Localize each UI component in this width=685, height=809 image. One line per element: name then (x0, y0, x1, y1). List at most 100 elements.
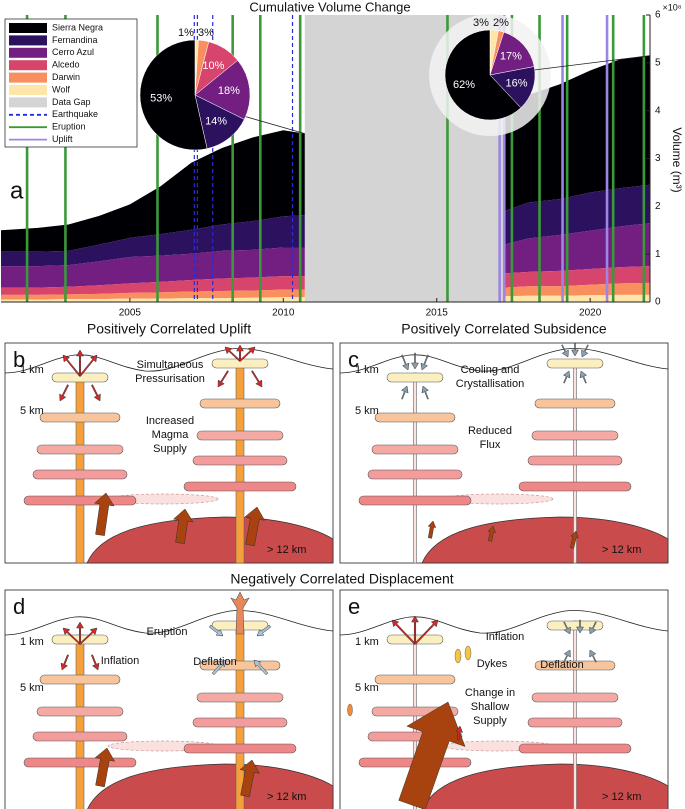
annotation-line: Change in (465, 687, 515, 699)
arrow (59, 384, 69, 402)
magma-sill (192, 455, 288, 466)
arrow (569, 530, 579, 549)
arrow (421, 385, 429, 400)
legend-swatch (9, 47, 47, 58)
dyke (454, 648, 462, 664)
magma-sill (358, 495, 472, 506)
annotation: Change in Shallow Supply (465, 687, 515, 727)
panel-title: Positively Correlated Subsidence (401, 321, 607, 337)
magma-sill (531, 692, 619, 703)
depth-label: 5 km (355, 682, 379, 694)
legend-label: Uplift (52, 134, 73, 144)
arrow (244, 506, 266, 547)
pie-label: 10% (202, 60, 224, 72)
arrow (76, 349, 84, 377)
annotation: Dykes (477, 658, 508, 670)
pie-slice (194, 59, 251, 120)
arrow (94, 747, 116, 788)
pie-slice (489, 66, 536, 109)
panel: d 1 km 5 km > 12 km Eruption Inflation Deflati… (4, 589, 334, 809)
area-series (1, 223, 650, 288)
pie-connector (239, 114, 305, 135)
arrow (571, 342, 579, 357)
arrow (208, 624, 224, 637)
eruption-plume (230, 591, 250, 635)
arrow (427, 520, 437, 539)
row-title: Negatively Correlated Displacement (230, 571, 453, 587)
magma-sill (36, 444, 124, 455)
legend-swatch (9, 23, 47, 33)
annotation-line: Simultaneous (137, 359, 204, 371)
surface-line (339, 348, 669, 374)
arrow (579, 370, 588, 384)
pie-slice (489, 31, 535, 76)
magma-sill (32, 469, 128, 480)
arrow (93, 492, 115, 536)
x-tick-label: 2005 (119, 308, 142, 319)
x-tick-label: 2010 (272, 308, 295, 319)
legend-label: Darwin (52, 72, 80, 82)
legend-label: Eruption (52, 122, 86, 132)
legend-label: Wolf (52, 84, 70, 94)
annotation-line: Flux (480, 439, 501, 451)
depth-label: > 12 km (602, 544, 641, 556)
arrow (79, 354, 98, 377)
plumbing (4, 610, 334, 809)
depth-label: > 12 km (267, 791, 306, 803)
plumbing (339, 348, 669, 564)
arrow (411, 615, 419, 645)
arrow (251, 370, 263, 388)
conduit (413, 372, 417, 564)
annotation-line: Deflation (193, 656, 236, 668)
annotation-line: Pressurisation (135, 373, 205, 385)
arrow (420, 354, 429, 371)
arrow (563, 649, 571, 663)
magma-sill (196, 430, 284, 441)
annotation: Eruption (147, 626, 188, 638)
dyke (464, 645, 472, 661)
y-tick-label: 3 (655, 153, 661, 164)
arrow (589, 649, 597, 663)
arrow (562, 370, 571, 384)
depth-label: 5 km (20, 405, 44, 417)
arrow (76, 621, 84, 645)
annotation-line: Increased (146, 415, 194, 427)
annotation-line: Reduced (468, 425, 512, 437)
magma-sill (534, 398, 616, 409)
magma-sill (367, 469, 463, 480)
magma-sill (546, 620, 604, 631)
area-series (1, 282, 650, 300)
panel: b1 km 5 km > 12 km Simultaneous Pressurisati… (4, 342, 334, 564)
magma-sill (36, 706, 124, 717)
legend-label: Data Gap (52, 97, 91, 107)
magma-sill (546, 358, 604, 369)
surface-line (4, 348, 334, 374)
arrow (391, 619, 416, 645)
legend-swatch (9, 72, 47, 83)
legend-swatch (9, 35, 47, 46)
pie-slice (444, 29, 522, 121)
conduit (573, 620, 577, 809)
pie-label: 53% (150, 93, 172, 105)
pie-label: 17% (500, 50, 522, 62)
annotation-line: Deflation (540, 659, 583, 671)
magma-sill (371, 444, 459, 455)
arrow (401, 354, 410, 371)
area-series (1, 294, 650, 302)
annotation: Cooling and Crystallisation (456, 364, 524, 390)
arrow (589, 621, 597, 635)
magma-sill (374, 412, 456, 423)
annotation-line: Crystallisation (456, 378, 524, 390)
y-tick-label: 1 (655, 249, 661, 260)
y-tick-label: 5 (655, 57, 661, 68)
magma-sill (199, 398, 281, 409)
annotation-line: Supply (153, 443, 187, 455)
pie-label: 3% (198, 27, 214, 39)
y-tick-label: 2 (655, 201, 661, 212)
magma-sill (23, 757, 137, 768)
panel-letter: b (13, 347, 25, 372)
arrow (253, 659, 269, 676)
legend-label: Earthquake (52, 109, 98, 119)
annotation-line: Magma (152, 429, 190, 441)
